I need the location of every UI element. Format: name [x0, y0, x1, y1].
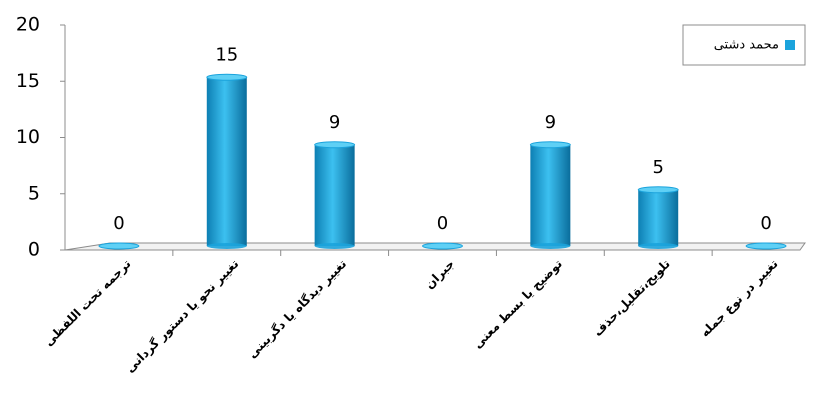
x-tick-label: تغییر در نوع جمله — [698, 257, 782, 341]
bar-cap — [314, 141, 356, 149]
x-tick-label: تلویح،تقلیل،حذف — [591, 257, 674, 340]
bar — [530, 144, 571, 246]
legend-label: محمد دشتی — [714, 38, 779, 53]
value-label: 9 — [329, 112, 340, 133]
x-tick-label: تغییر دیدگاه یا دگربینی — [245, 257, 349, 361]
x-tick-label: تغییر نحو یا دستور گردانی — [123, 257, 242, 376]
bar — [314, 144, 355, 246]
legend-box — [682, 24, 806, 66]
bar-bottom — [638, 243, 679, 249]
x-tick-label: جبران — [422, 257, 457, 292]
bar-cap — [98, 242, 140, 250]
bar-cap — [422, 242, 463, 250]
y-tick-label: 5 — [28, 182, 40, 204]
x-tick-label: توضیح یا بسط معنی — [471, 257, 566, 352]
legend-swatch — [785, 40, 795, 50]
bar-bottom — [206, 243, 247, 249]
bar-cap — [745, 242, 787, 250]
bar-bottom — [314, 243, 355, 249]
value-label: 0 — [113, 213, 124, 234]
x-tick-label: ترجمه تحت اللفظی — [42, 257, 134, 349]
y-tick-label: 15 — [16, 70, 40, 92]
value-label: 15 — [215, 44, 238, 65]
value-label: 0 — [760, 213, 771, 234]
y-tick-label: 10 — [16, 126, 40, 148]
bar-bottom — [530, 243, 571, 249]
y-tick-label: 0 — [28, 239, 40, 261]
legend — [682, 24, 806, 66]
bar — [638, 189, 679, 246]
y-tick-label: 20 — [16, 14, 40, 36]
bar-cap — [637, 186, 679, 194]
bar-cap — [206, 73, 248, 81]
value-label: 5 — [652, 157, 663, 178]
bar-cap — [529, 141, 571, 149]
bar — [206, 77, 247, 246]
value-label: 9 — [545, 112, 556, 133]
value-label: 0 — [437, 213, 448, 234]
